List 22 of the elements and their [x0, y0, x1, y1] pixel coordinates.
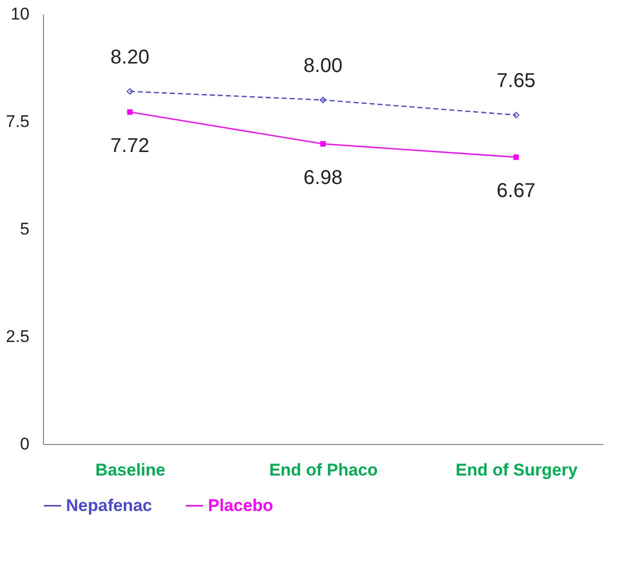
- y-tick-label: 10: [10, 4, 30, 24]
- legend-label: Placebo: [208, 496, 274, 515]
- data-label: 8.00: [304, 55, 342, 77]
- data-label: 8.20: [110, 46, 150, 68]
- data-label: 7.65: [496, 70, 536, 92]
- point: [512, 112, 520, 118]
- point: [127, 109, 133, 115]
- y-tick-label: 7.5: [6, 112, 30, 131]
- x-tick-label: End of Phaco: [269, 460, 378, 480]
- y-tick-label: 0: [20, 434, 30, 454]
- y-tick-label: 2.5: [6, 327, 30, 346]
- point: [513, 154, 519, 160]
- data-label: 6.67: [496, 180, 536, 202]
- y-tick-label: 5: [20, 220, 30, 238]
- x-tick-label: Baseline: [95, 460, 166, 480]
- legend-label: Nepafenac: [66, 496, 152, 515]
- point: [320, 141, 326, 147]
- point: [320, 96, 326, 104]
- point: [126, 88, 134, 95]
- data-label: 7.72: [110, 135, 150, 158]
- data-label: 6.98: [304, 166, 342, 189]
- x-tick-label: End of Surgery: [456, 460, 578, 480]
